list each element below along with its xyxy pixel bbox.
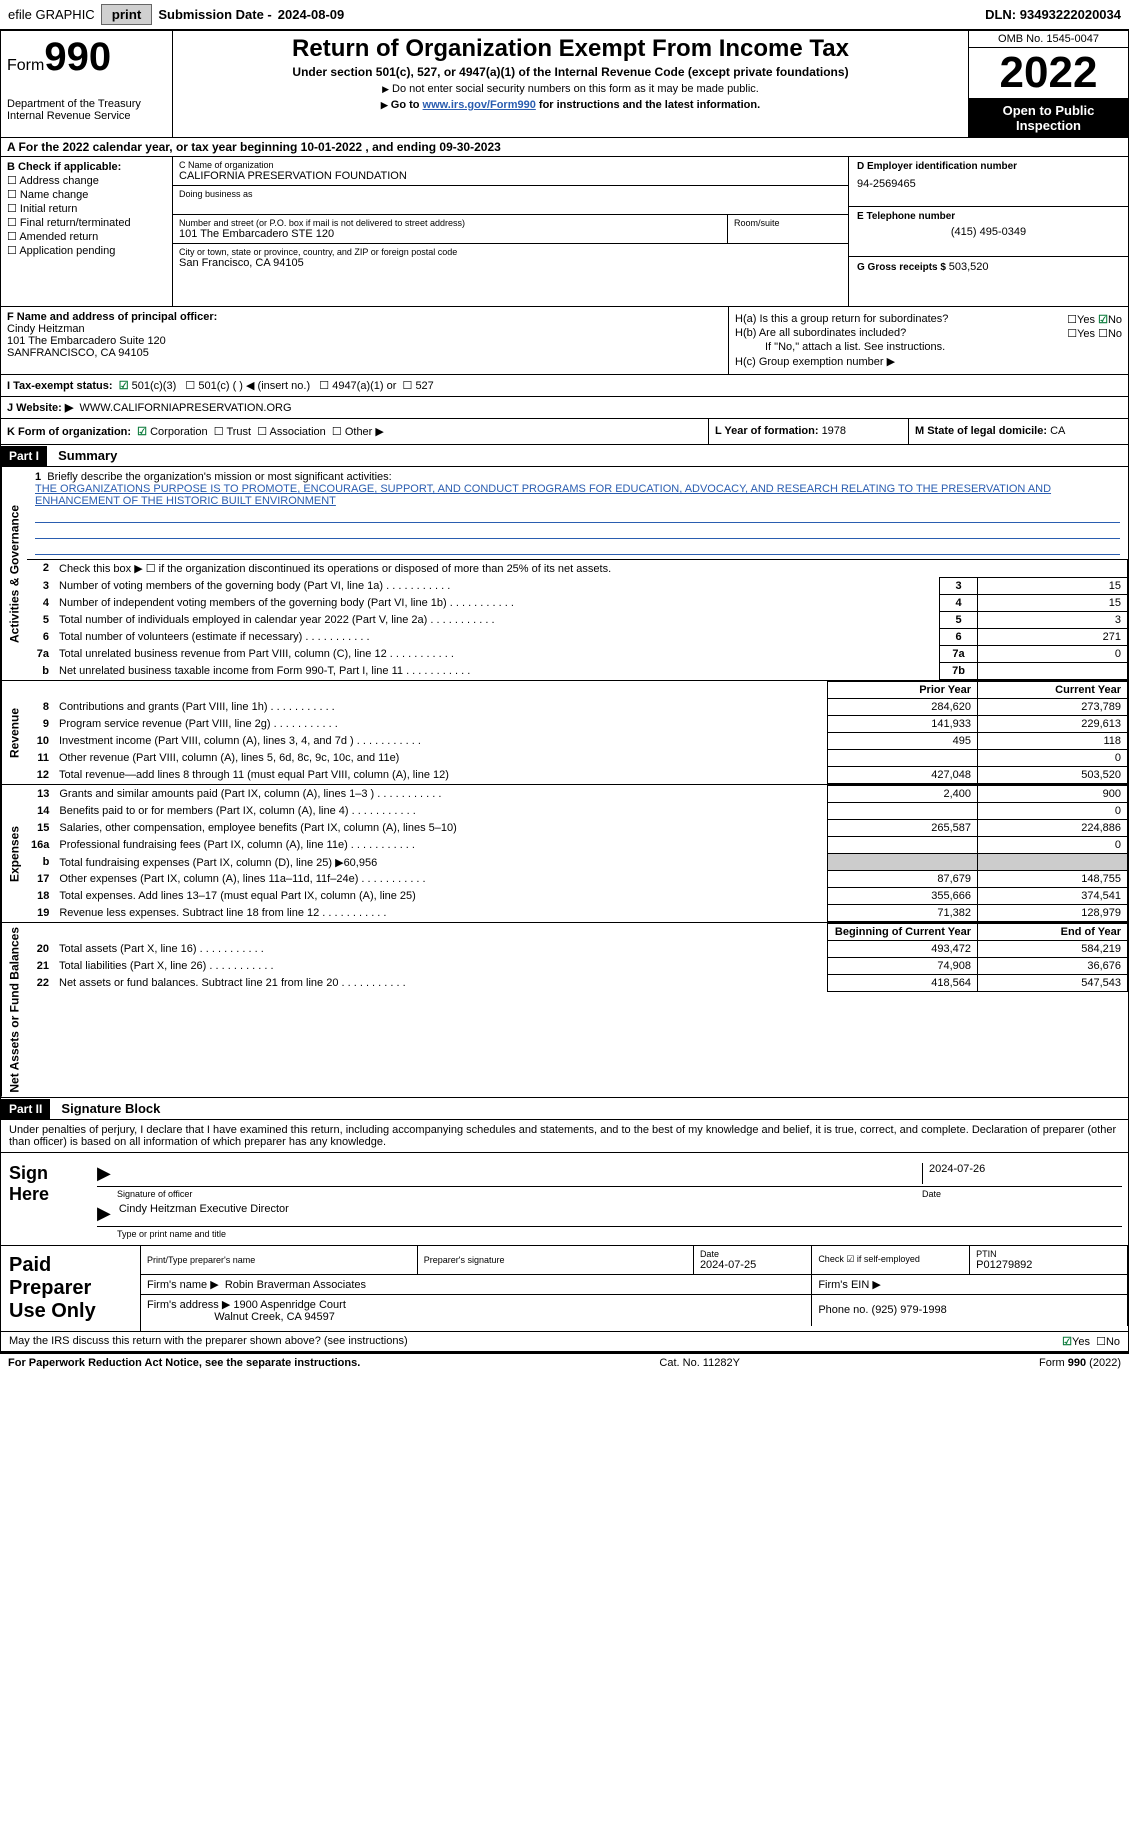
chk-initial-return[interactable]: ☐ Initial return: [7, 202, 166, 215]
chk-amended[interactable]: ☐ Amended return: [7, 230, 166, 243]
irs-link[interactable]: www.irs.gov/Form990: [423, 99, 536, 111]
cat-no: Cat. No. 11282Y: [659, 1357, 740, 1369]
year-box: OMB No. 1545-0047 2022 Open to Public In…: [968, 31, 1128, 137]
part2-title: Signature Block: [53, 1098, 168, 1119]
col-f-officer: F Name and address of principal officer:…: [1, 307, 728, 374]
chk-final-return[interactable]: ☐ Final return/terminated: [7, 216, 166, 229]
col-c-org-info: C Name of organization CALIFORNIA PRESER…: [173, 157, 848, 306]
tab-net-assets: Net Assets or Fund Balances: [1, 923, 27, 1097]
row-m-state: M State of legal domicile: CA: [908, 419, 1128, 444]
row-l-year: L Year of formation: 1978: [708, 419, 908, 444]
discuss-row: May the IRS discuss this return with the…: [1, 1332, 1128, 1353]
tab-expenses: Expenses: [1, 785, 27, 922]
part1-header: Part I: [1, 446, 47, 466]
chk-app-pending[interactable]: ☐ Application pending: [7, 244, 166, 257]
paid-preparer-table: Print/Type preparer's name Preparer's si…: [141, 1246, 1128, 1331]
print-button[interactable]: print: [101, 4, 153, 25]
col-b-checkboxes: B Check if applicable: ☐ Address change …: [1, 157, 173, 306]
row-a-tax-year: A For the 2022 calendar year, or tax yea…: [1, 138, 1128, 157]
page-title: Return of Organization Exempt From Incom…: [177, 35, 964, 63]
perjury-declaration: Under penalties of perjury, I declare th…: [1, 1120, 1128, 1153]
part2-header: Part II: [1, 1099, 50, 1119]
submission-date-label: Submission Date -: [158, 7, 271, 22]
pra-notice: For Paperwork Reduction Act Notice, see …: [8, 1357, 360, 1369]
tab-revenue: Revenue: [1, 681, 27, 784]
paid-preparer-label: Paid Preparer Use Only: [1, 1246, 141, 1331]
row-k-form-org: K Form of organization: ☑ Corporation ☐ …: [1, 419, 708, 444]
arrow-icon: ▶: [97, 1163, 111, 1184]
sign-here-label: Sign Here: [1, 1153, 91, 1245]
part1-title: Summary: [50, 445, 125, 466]
col-h-group: H(a) Is this a group return for subordin…: [728, 307, 1128, 374]
col-d-ein-phone: D Employer identification number 94-2569…: [848, 157, 1128, 306]
row-j-website: J Website: ▶ WWW.CALIFORNIAPRESERVATION.…: [1, 397, 1128, 419]
chk-address-change[interactable]: ☐ Address change: [7, 174, 166, 187]
form-id-box: Form990 Department of the Treasury Inter…: [1, 31, 173, 137]
arrow-icon: ▶: [97, 1203, 111, 1224]
dln-label: DLN: 93493222020034: [985, 7, 1121, 22]
submission-date: 2024-08-09: [278, 7, 345, 22]
efile-label: efile GRAPHIC: [8, 7, 95, 22]
tab-governance: Activities & Governance: [1, 467, 27, 680]
row-i-tax-status: I Tax-exempt status: ☑ 501(c)(3) ☐ 501(c…: [1, 375, 1128, 396]
chk-name-change[interactable]: ☐ Name change: [7, 188, 166, 201]
line-1-mission: 1 Briefly describe the organization's mi…: [27, 467, 1128, 560]
form-title-box: Return of Organization Exempt From Incom…: [173, 31, 968, 137]
